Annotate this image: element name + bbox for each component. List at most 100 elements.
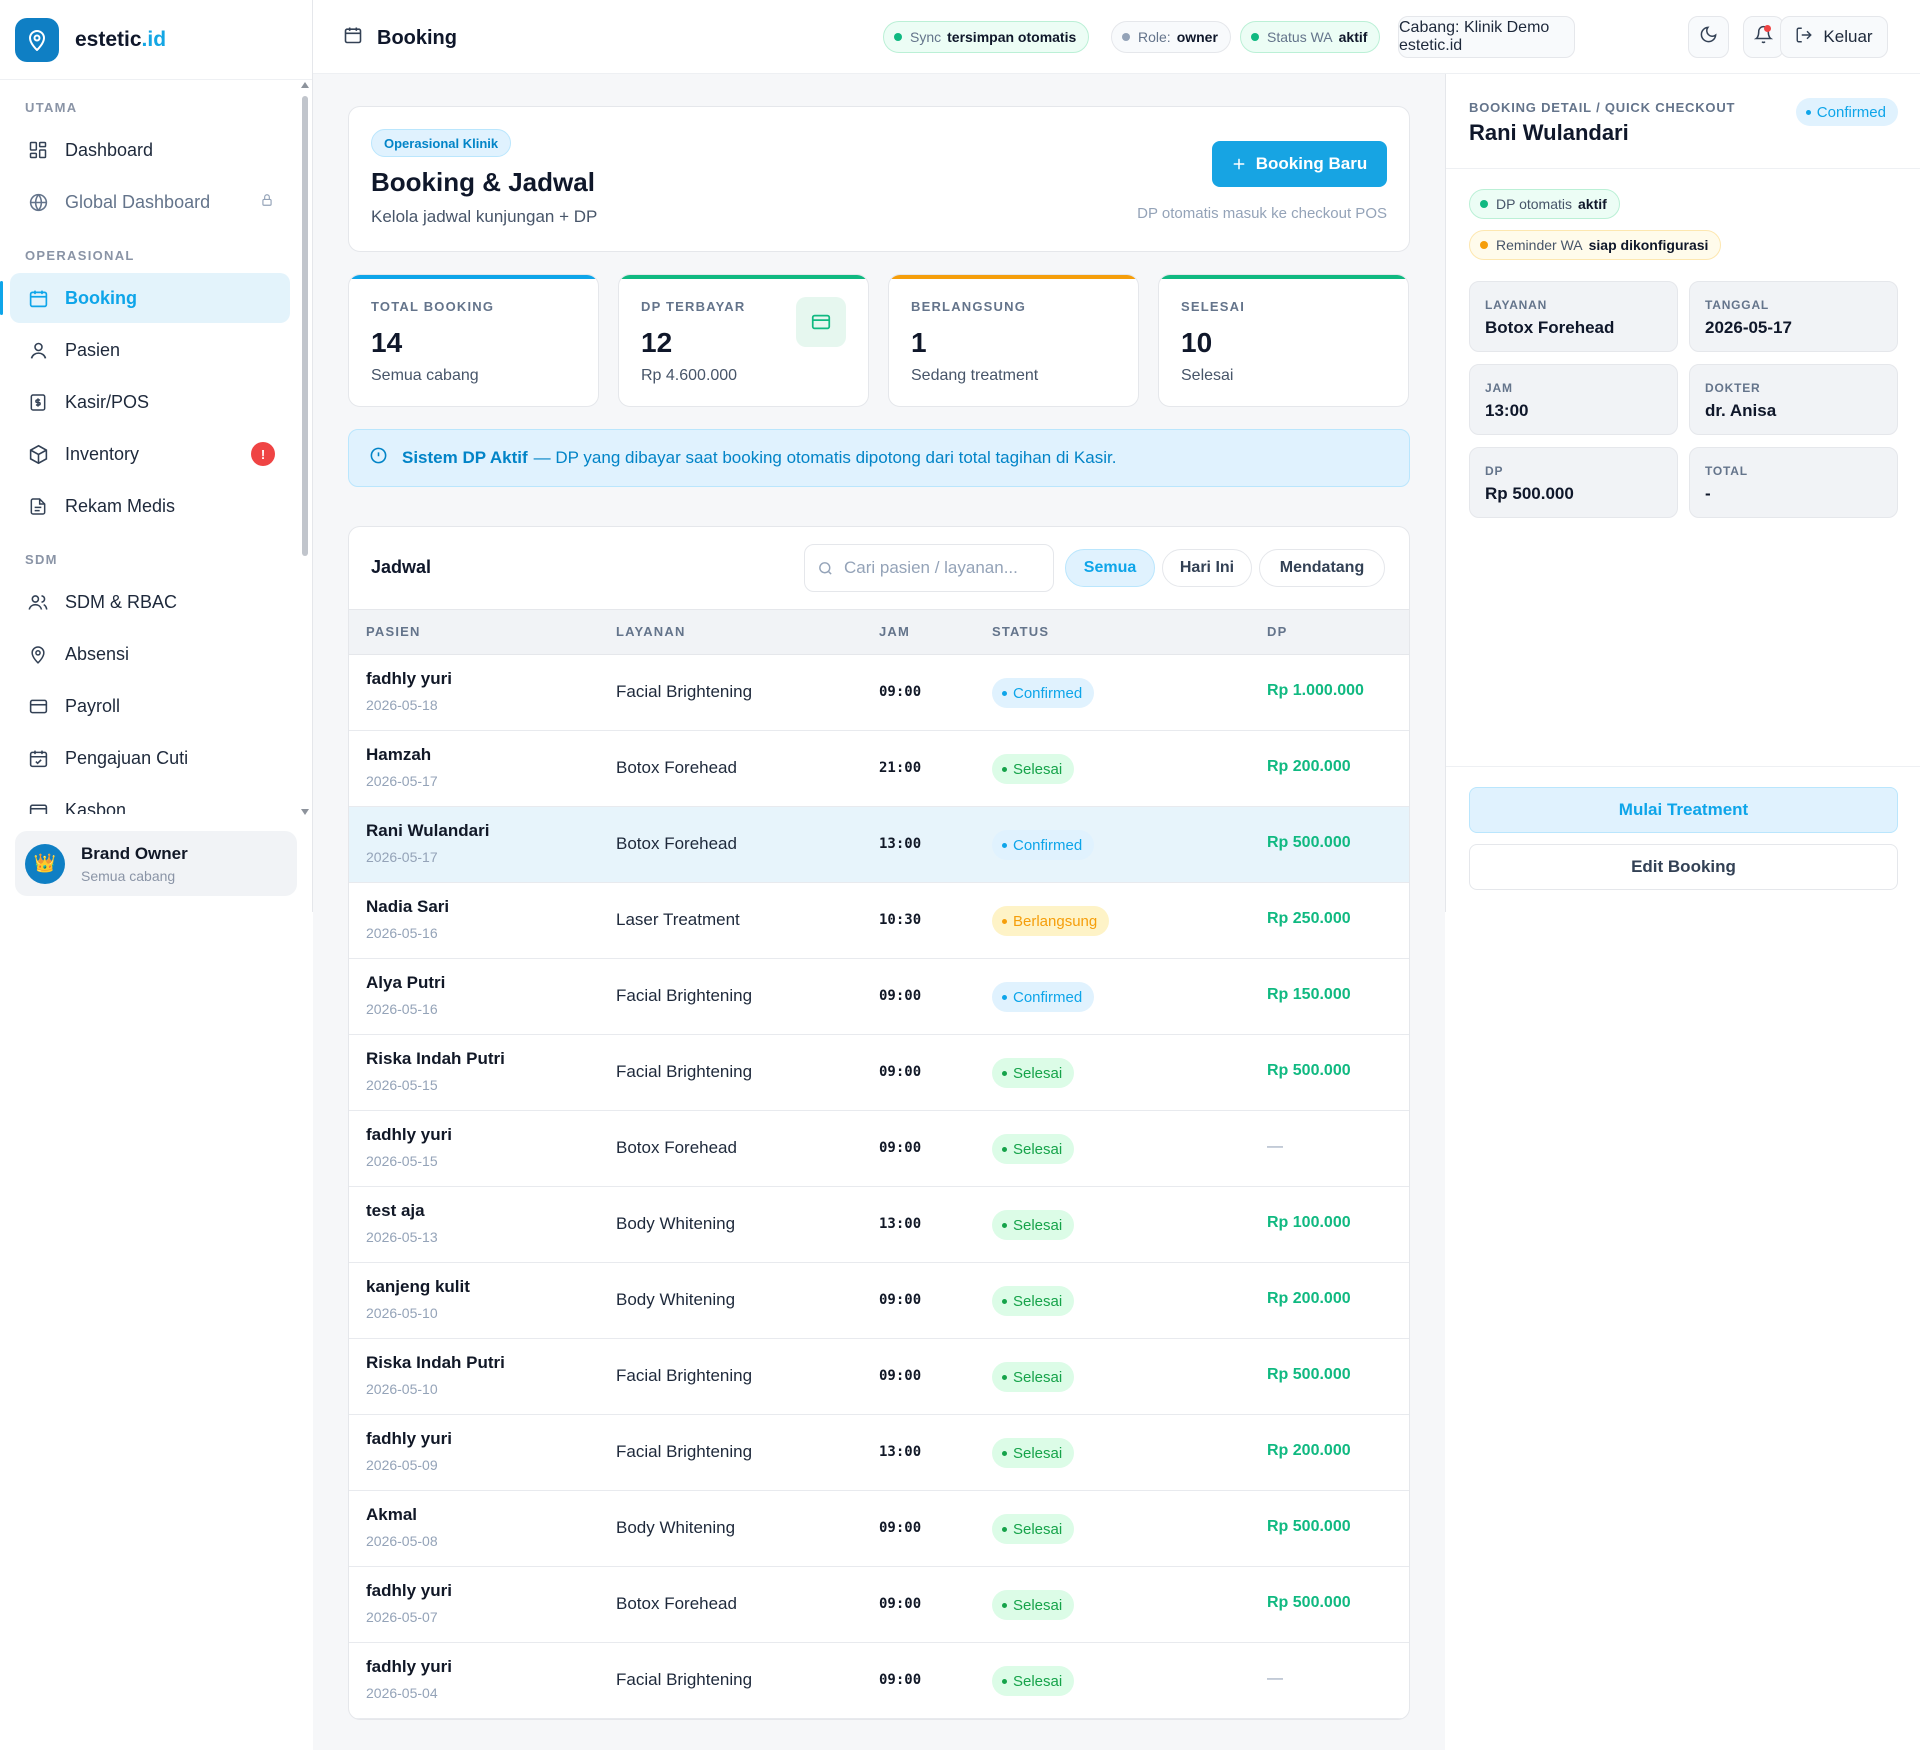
- alert-text: — DP yang dibayar saat booking otomatis …: [533, 448, 1117, 467]
- table-row[interactable]: Nadia Sari 2026-05-16 Laser Treatment 10:30…: [349, 883, 1409, 959]
- table-row[interactable]: Riska Indah Putri 2026-05-15 Facial Bright…: [349, 1035, 1409, 1111]
- sidebar-item-dashboard[interactable]: Dashboard: [10, 125, 290, 175]
- sidebar-item-label: Global Dashboard: [65, 191, 211, 212]
- sidebar-item-label: Pasien: [65, 339, 121, 360]
- edit-booking-button[interactable]: Edit Booking: [1469, 844, 1898, 890]
- sync-status-pill: Sync tersimpan otomatis: [883, 21, 1090, 53]
- table-row[interactable]: Akmal 2026-05-08 Body Whitening 09:00 Selesa…: [349, 1491, 1409, 1567]
- service-name: Facial Brightening: [616, 986, 753, 1005]
- alert-title: Sistem DP Aktif: [402, 448, 528, 467]
- sidebar-item-pasien[interactable]: Pasien: [10, 325, 290, 375]
- table-row[interactable]: Riska Indah Putri 2026-05-10 Facial Bright…: [349, 1339, 1409, 1415]
- field-dp: DP Rp 500.000: [1469, 447, 1678, 518]
- patient-name: kanjeng kulit: [366, 1277, 470, 1296]
- sidebar-nav: UTAMA Dashboard Global Dashboard OPERASI…: [0, 80, 300, 814]
- scroll-up-icon[interactable]: [301, 82, 309, 88]
- sidebar-item-rekam-medis[interactable]: Rekam Medis: [10, 481, 290, 531]
- sidebar-item-pengajuan-cuti[interactable]: Pengajuan Cuti: [10, 733, 290, 783]
- table-row[interactable]: Rani Wulandari 2026-05-17 Botox Forehead 13…: [349, 807, 1409, 883]
- service-name: Botox Forehead: [616, 1138, 737, 1157]
- user-icon: [26, 338, 50, 362]
- wallet-icon: [26, 798, 50, 814]
- sidebar-item-absensi[interactable]: Absensi: [10, 629, 290, 679]
- stat-total-booking: TOTAL BOOKING 14 Semua cabang: [348, 274, 599, 407]
- reminder-wa-pill: Reminder WA siap dikonfigurasi: [1469, 230, 1722, 260]
- table-row[interactable]: Hamzah 2026-05-17 Botox Forehead 21:00 Seles…: [349, 731, 1409, 807]
- search-input[interactable]: [844, 558, 1044, 578]
- start-treatment-button[interactable]: Mulai Treatment: [1469, 787, 1898, 833]
- table-row[interactable]: fadhly yuri 2026-05-07 Botox Forehead 09:00…: [349, 1567, 1409, 1643]
- stat-selesai: SELESAI 10 Selesai: [1158, 274, 1409, 407]
- table-row[interactable]: fadhly yuri 2026-05-04 Facial Brightening 0…: [349, 1643, 1409, 1719]
- branch-selector[interactable]: Cabang: Klinik Demo estetic.id: [1398, 16, 1575, 58]
- table-row[interactable]: fadhly yuri 2026-05-09 Facial Brightening 1…: [349, 1415, 1409, 1491]
- status-badge: Selesai: [992, 1362, 1075, 1392]
- sidebar-item-label: Absensi: [65, 643, 130, 664]
- service-name: Facial Brightening: [616, 1442, 753, 1461]
- lock-icon: [260, 192, 274, 213]
- filter-mendatang[interactable]: Mendatang: [1259, 549, 1385, 587]
- card-icon: [26, 694, 50, 718]
- column-header-jam: JAM: [879, 624, 911, 639]
- booking-time: 09:00: [879, 1520, 922, 1536]
- logout-button[interactable]: Keluar: [1780, 16, 1888, 58]
- table-row[interactable]: kanjeng kulit 2026-05-10 Body Whitening 09:…: [349, 1263, 1409, 1339]
- stat-accent-bar: [349, 275, 598, 279]
- scroll-down-icon[interactable]: [301, 809, 309, 815]
- table-title: Jadwal: [371, 557, 432, 577]
- booking-time: 09:00: [879, 1596, 922, 1612]
- table-row[interactable]: fadhly yuri 2026-05-15 Botox Forehead 09:00…: [349, 1111, 1409, 1187]
- service-name: Body Whitening: [616, 1518, 736, 1537]
- new-booking-button[interactable]: Booking Baru: [1212, 141, 1387, 187]
- dp-amount: Rp 150.000: [1267, 986, 1351, 1003]
- box-icon: [26, 442, 50, 466]
- sidebar-item-label: Kasbon: [65, 799, 127, 815]
- sidebar-item-label: SDM & RBAC: [65, 591, 178, 612]
- booking-time: 09:00: [879, 1368, 922, 1384]
- stat-accent-bar: [1159, 275, 1408, 279]
- user-card[interactable]: 👑 Brand Owner Semua cabang: [15, 831, 297, 896]
- dp-amount: Rp 200.000: [1267, 758, 1351, 775]
- sidebar-item-payroll[interactable]: Payroll: [10, 681, 290, 731]
- sidebar-item-label: Payroll: [65, 695, 121, 716]
- brand[interactable]: estetic.id: [0, 0, 312, 80]
- field-layanan: LAYANAN Botox Forehead: [1469, 281, 1678, 352]
- filter-semua[interactable]: Semua: [1065, 549, 1155, 587]
- nav-section-operasional: OPERASIONAL: [25, 248, 135, 263]
- sidebar-item-global-dashboard[interactable]: Global Dashboard: [10, 177, 290, 227]
- status-dot: [1480, 200, 1488, 208]
- sidebar-item-booking[interactable]: Booking: [0, 273, 290, 323]
- sidebar-item-sdm-rbac[interactable]: SDM & RBAC: [10, 577, 290, 627]
- sidebar-item-kasir[interactable]: Kasir/POS: [10, 377, 290, 427]
- patient-name: fadhly yuri: [366, 669, 452, 688]
- sidebar-scrollbar[interactable]: [300, 82, 310, 815]
- sidebar-item-label: Pengajuan Cuti: [65, 747, 189, 768]
- sidebar-item-inventory[interactable]: Inventory !: [10, 429, 290, 479]
- table-row[interactable]: Alya Putri 2026-05-16 Facial Brightening 09…: [349, 959, 1409, 1035]
- status-badge: Berlangsung: [992, 906, 1110, 936]
- theme-toggle-button[interactable]: [1688, 16, 1729, 58]
- status-badge: Selesai: [992, 1134, 1075, 1164]
- section-tag: Operasional Klinik: [371, 129, 512, 157]
- status-badge: Selesai: [992, 1514, 1075, 1544]
- bell-icon: [1753, 25, 1774, 49]
- sidebar-item-kasbon[interactable]: Kasbon: [10, 785, 290, 814]
- info-icon: [369, 446, 388, 470]
- dp-amount: Rp 500.000: [1267, 1594, 1351, 1611]
- plus-icon: [1232, 157, 1246, 171]
- scrollbar-thumb[interactable]: [302, 96, 308, 556]
- user-scope: Semua cabang: [81, 867, 176, 884]
- column-header-layanan: LAYANAN: [616, 624, 686, 639]
- table-row[interactable]: fadhly yuri 2026-05-18 Facial Brightening 0…: [349, 655, 1409, 731]
- panel-actions: Mulai Treatment Edit Booking: [1446, 766, 1920, 912]
- booking-date: 2026-05-17: [366, 773, 438, 789]
- filter-hari-ini[interactable]: Hari Ini: [1162, 549, 1252, 587]
- moon-icon: [1699, 25, 1718, 49]
- status-badge: Confirmed: [992, 678, 1095, 708]
- file-icon: [26, 494, 50, 518]
- table-row[interactable]: test aja 2026-05-13 Body Whitening 13:00 Sel…: [349, 1187, 1409, 1263]
- dp-amount: Rp 100.000: [1267, 1214, 1351, 1231]
- dp-amount: Rp 200.000: [1267, 1442, 1351, 1459]
- patient-name: Riska Indah Putri: [366, 1353, 505, 1372]
- notifications-button[interactable]: [1743, 16, 1784, 58]
